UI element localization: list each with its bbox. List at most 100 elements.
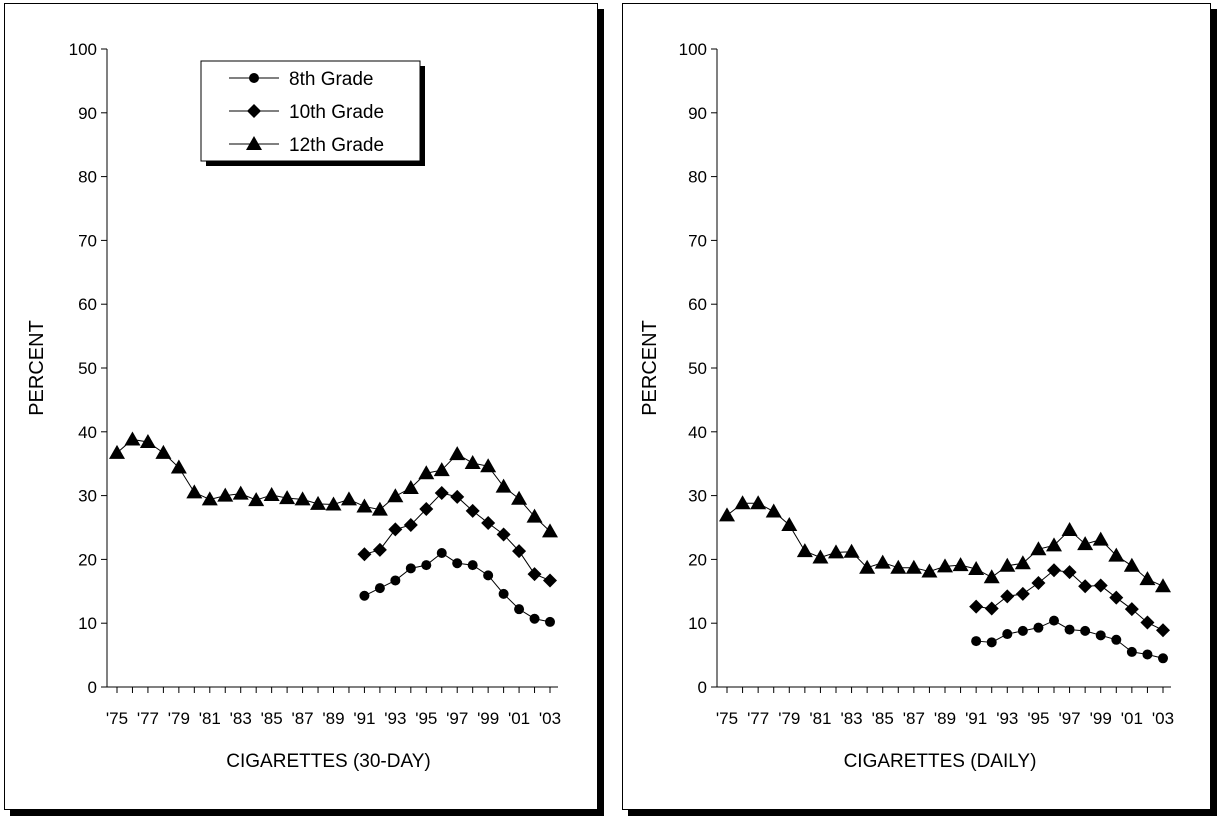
data-point — [357, 547, 372, 562]
legend-label: 12th Grade — [289, 135, 384, 156]
data-point — [983, 569, 1000, 584]
data-point — [139, 434, 156, 449]
data-point — [905, 559, 922, 574]
data-point — [750, 495, 767, 510]
data-point — [1109, 590, 1124, 605]
data-point — [921, 563, 938, 578]
data-point — [514, 604, 525, 615]
data-point — [433, 462, 450, 477]
y-tick-label: 90 — [78, 104, 97, 123]
data-point — [1123, 557, 1140, 572]
series-12th-grade — [109, 431, 558, 538]
data-point — [1080, 625, 1091, 636]
data-point — [371, 501, 388, 516]
x-tick-label: '89 — [934, 709, 956, 728]
x-tick-label: '03 — [1152, 709, 1174, 728]
data-point — [495, 478, 512, 493]
data-point — [765, 503, 782, 518]
x-tick-label: '99 — [1090, 709, 1112, 728]
data-point — [387, 488, 404, 503]
data-point — [388, 522, 403, 537]
data-point — [201, 491, 218, 506]
data-point — [452, 558, 463, 569]
data-point — [1031, 576, 1046, 591]
y-tick-label: 50 — [78, 359, 97, 378]
chart-daily: 0 10 20 30 40 50 60 70 80 90 100 '75 '77 '79 '81 '83 '85… — [639, 40, 1174, 772]
y-tick-label: 100 — [69, 40, 97, 59]
y-tick-label: 80 — [78, 168, 97, 187]
data-point — [480, 458, 497, 473]
data-point — [543, 573, 557, 588]
data-point — [402, 479, 419, 494]
x-tick-label: '95 — [1027, 709, 1049, 728]
legend-marker — [247, 104, 261, 118]
data-point — [781, 516, 798, 531]
x-tick-label: '81 — [199, 709, 221, 728]
x-tick-label: '77 — [747, 709, 769, 728]
data-point — [1111, 634, 1122, 645]
legend: 8th Grade 10th Grade 12th Grade — [200, 60, 425, 166]
data-point — [1033, 622, 1044, 633]
data-point — [496, 527, 511, 542]
data-point — [340, 491, 357, 506]
series-8th-grade — [359, 548, 555, 627]
chart-panel-daily: 0 10 20 30 40 50 60 70 80 90 100 '75 '77 '79 '81 '83 '85… — [622, 3, 1211, 810]
series-10th-grade — [969, 563, 1170, 638]
x-tick-label: '75 — [106, 709, 128, 728]
data-point — [734, 495, 751, 510]
x-tick-label: '93 — [996, 709, 1018, 728]
data-point — [372, 542, 387, 557]
data-point — [325, 496, 342, 511]
data-point — [812, 549, 829, 564]
data-point — [1124, 602, 1139, 617]
data-point — [526, 508, 543, 523]
data-point — [527, 567, 542, 582]
data-point — [859, 559, 876, 574]
data-point — [968, 560, 985, 575]
data-point — [1077, 536, 1094, 551]
y-tick-label: 40 — [78, 423, 97, 442]
data-point — [356, 498, 373, 513]
x-tick-label: '99 — [477, 709, 499, 728]
data-point — [1049, 615, 1059, 626]
data-point — [1015, 586, 1030, 601]
legend-label: 10th Grade — [289, 102, 384, 123]
data-point — [279, 490, 296, 505]
y-tick-label: 70 — [688, 231, 707, 250]
legend-marker — [249, 73, 259, 83]
data-point — [217, 487, 234, 502]
data-point — [1155, 578, 1171, 593]
data-point — [449, 446, 466, 461]
legend-marker — [246, 136, 262, 150]
x-tick-label: '81 — [809, 709, 831, 728]
x-tick-label: '77 — [137, 709, 159, 728]
data-point — [1108, 547, 1125, 562]
x-tick-label: '91 — [965, 709, 987, 728]
data-point — [969, 599, 984, 614]
data-point — [310, 495, 327, 510]
data-point — [874, 554, 891, 569]
y-tick-label: 60 — [688, 295, 707, 314]
data-point — [419, 501, 434, 516]
x-tick-label: '95 — [415, 709, 437, 728]
y-tick-label: 0 — [698, 678, 707, 697]
data-point — [464, 455, 481, 470]
data-point — [1126, 646, 1137, 657]
data-point — [511, 490, 528, 505]
data-point — [1014, 555, 1031, 570]
data-point — [170, 459, 187, 474]
x-tick-label: '93 — [384, 709, 406, 728]
data-point — [986, 637, 997, 648]
chart-30-day: 0 10 20 30 40 50 60 70 80 90 100 '75 '77 '79 '81 '83 '85… — [26, 40, 561, 772]
x-tick-label: '83 — [840, 709, 862, 728]
data-point — [483, 570, 494, 581]
y-axis-label: PERCENT — [26, 320, 48, 416]
data-point — [155, 444, 172, 459]
x-tick-label: '01 — [508, 709, 530, 728]
y-tick-label: 80 — [688, 168, 707, 187]
data-point — [999, 557, 1016, 572]
data-point — [1093, 578, 1108, 593]
x-tick-label: '85 — [261, 709, 283, 728]
series-line — [116, 438, 551, 532]
y-axis-label: PERCENT — [639, 320, 661, 416]
